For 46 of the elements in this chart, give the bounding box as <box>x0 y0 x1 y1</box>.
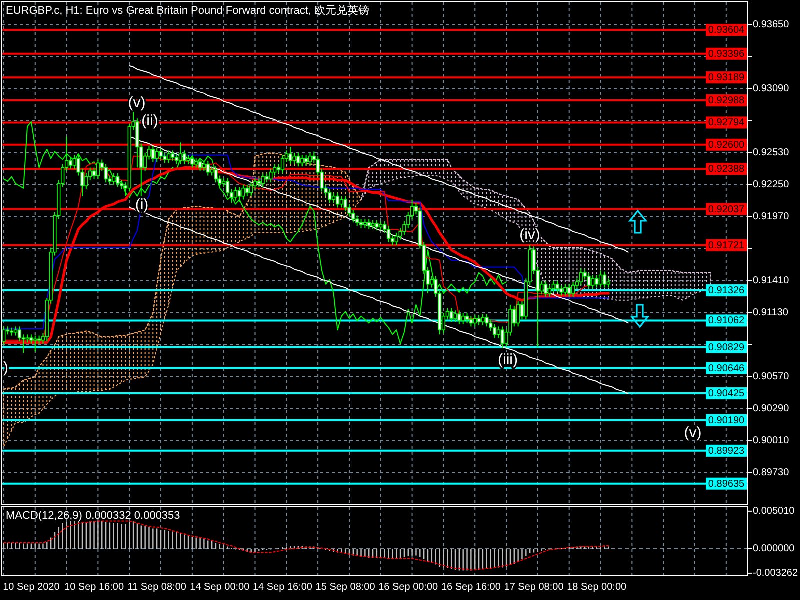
annotation: (iv) <box>520 226 540 244</box>
x-tick-label: 15 Sep 08:00 <box>316 582 376 593</box>
x-tick-label: 18 Sep 00:00 <box>567 582 628 593</box>
ref-label: 0.93604 <box>706 24 747 36</box>
x-tick-label: 14 Sep 16:00 <box>252 582 313 593</box>
y-tick-label: 0.005010 <box>753 506 796 517</box>
y-tick-label: 0.90570 <box>753 371 790 382</box>
x-tick-label: 16 Sep 00:00 <box>378 582 439 593</box>
ref-label: 0.92388 <box>706 163 747 176</box>
x-tick-label: 11 Sep 08:00 <box>128 582 187 593</box>
y-tick-label: 0.92250 <box>753 179 790 190</box>
chart-title: MACD(12,26,9) 0.000332 0.000353 <box>6 510 180 522</box>
ref-label: 0.93189 <box>706 72 747 84</box>
y-tick-label: 0.90290 <box>753 403 790 414</box>
y-tick-label: 0.91970 <box>753 211 790 222</box>
x-tick-label: 17 Sep 08:00 <box>504 582 564 593</box>
ref-label: 0.89635 <box>706 478 747 490</box>
y-tick-label: 0.93650 <box>753 19 790 30</box>
ref-label: 0.92600 <box>706 138 747 151</box>
ref-label: 0.93396 <box>706 48 747 60</box>
ref-label: 0.90425 <box>706 388 747 400</box>
annotation: (iii) <box>498 352 518 368</box>
y-tick-label: 0.91410 <box>753 275 790 286</box>
annotation: (v) <box>684 424 702 442</box>
y-tick-label: 0.91130 <box>753 307 789 318</box>
ref-label: 0.92037 <box>706 203 747 216</box>
x-tick-label: 10 Sep 16:00 <box>64 582 124 593</box>
y-tick-label: 0.92530 <box>753 147 790 158</box>
ref-label: 0.91721 <box>706 239 747 252</box>
chart-title: EURGBP.c, H1: Euro vs Great Britain Pound Forward contract, 欧元兑英镑 <box>6 4 370 17</box>
x-tick-label: 16 Sep 16:00 <box>441 582 502 593</box>
ref-label: 0.91062 <box>706 314 747 327</box>
y-tick-label: 0.000000 <box>753 544 796 554</box>
ref-label: 0.91326 <box>706 284 747 297</box>
y-tick-label: 0.90010 <box>753 435 790 446</box>
y-tick-label: -0.003262 <box>753 568 798 579</box>
y-tick-label: 0.89730 <box>753 467 790 478</box>
y-tick-label: 0.93090 <box>753 83 790 94</box>
x-tick-label: 10 Sep 2020 <box>3 582 60 593</box>
ref-label: 0.92794 <box>706 116 747 129</box>
ref-label: 0.90646 <box>706 362 747 374</box>
ref-label: 0.90829 <box>706 341 747 354</box>
ref-label: 0.90190 <box>706 414 747 426</box>
ref-label: 0.92988 <box>706 94 747 107</box>
x-tick-label: 14 Sep 00:00 <box>190 582 250 593</box>
ref-label: 0.89923 <box>706 444 747 457</box>
